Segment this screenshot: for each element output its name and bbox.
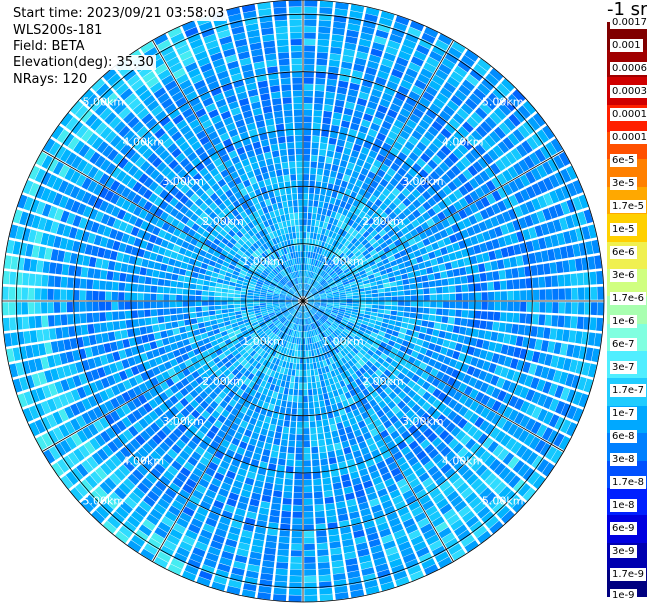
elevation-label: Elevation(deg): 35.30 <box>11 55 156 70</box>
azimuth-lines <box>2 0 604 602</box>
range-ring-label: 3.00km <box>402 415 444 428</box>
azimuth-line <box>302 40 454 302</box>
azimuth-line <box>302 300 454 562</box>
colorbar-tick-label: 1e-9 <box>610 589 637 602</box>
range-ring-label: 3.00km <box>402 175 444 188</box>
colorbar-tick-label: 0.00017 <box>610 108 647 121</box>
range-ring-label: 5.00km <box>482 495 524 508</box>
colorbar-tick-label: 0.0001 <box>610 131 647 144</box>
range-ring-label: 2.00km <box>362 215 404 228</box>
colorbar-tick-label: 1e-8 <box>610 499 637 512</box>
colorbar-tick-label: 6e-6 <box>610 246 637 259</box>
ppi-scan-plot: 1.00km 1.00km 1.00km 1.00km 2.00km 2.00km 2.00… <box>1 0 605 603</box>
range-ring-label: 1.00km <box>322 255 364 268</box>
colorbar-tick-label: 3e-7 <box>610 361 637 374</box>
instrument-label: WLS200s-181 <box>11 23 105 38</box>
colorbar-tick-label: 1.7e-9 <box>610 568 647 581</box>
range-ring-label: 3.00km <box>162 415 204 428</box>
colorbar-tick-label: 0.0017 <box>610 16 647 29</box>
nrays-label: NRays: 120 <box>11 72 90 87</box>
azimuth-line <box>42 300 304 452</box>
colorbar-tick-label: 3e-6 <box>610 269 637 282</box>
azimuth-line <box>302 300 564 452</box>
range-ring-label: 5.00km <box>482 95 524 108</box>
beta-sectors <box>2 0 604 602</box>
colorbar-tick-label: 1.7e-6 <box>610 292 647 305</box>
azimuth-line <box>152 40 304 302</box>
azimuth-line <box>302 150 564 302</box>
colorbar-tick-label: 1e-6 <box>610 315 637 328</box>
colorbar-tick-label: 1.7e-8 <box>610 476 647 489</box>
field-label: Field: BETA <box>11 39 87 54</box>
colorbar-tick-label: 3e-8 <box>610 453 637 466</box>
range-ring-labels: 1.00km 1.00km 1.00km 1.00km 2.00km 2.00km 2.00… <box>83 95 524 507</box>
colorbar-tick-label: 0.0006 <box>610 62 647 75</box>
colorbar-tick-label: 1e-7 <box>610 407 637 420</box>
range-ring-label: 1.00km <box>242 255 284 268</box>
colorbar-unit-label: -1 sr <box>607 0 647 20</box>
colorbar-tick-label: 0.0003 <box>610 85 647 98</box>
range-ring-label: 1.00km <box>322 335 364 348</box>
range-ring-label: 2.00km <box>362 375 404 388</box>
colorbar-tick-label: 1e-5 <box>610 223 637 236</box>
range-ring-label: 1.00km <box>242 335 284 348</box>
colorbar-tick-label: 6e-8 <box>610 430 637 443</box>
colorbar-tick-label: 3e-5 <box>610 177 637 190</box>
colorbar-tick-label: 6e-7 <box>610 338 637 351</box>
range-ring-label: 4.00km <box>123 135 165 148</box>
range-ring-label: 2.00km <box>202 375 244 388</box>
range-ring-label: 4.00km <box>442 135 484 148</box>
azimuth-line <box>42 150 304 302</box>
range-ring-label: 2.00km <box>202 215 244 228</box>
colorbar-tick-label: 1.7e-7 <box>610 384 647 397</box>
range-ring-label: 5.00km <box>83 495 125 508</box>
start-time-label: Start time: 2023/09/21 03:58:03 <box>11 6 227 21</box>
range-ring-label: 4.00km <box>442 455 484 468</box>
azimuth-line <box>152 300 304 562</box>
colorbar-tick-label: 6e-9 <box>610 522 637 535</box>
colorbar-tick-label: 0.001 <box>610 39 643 52</box>
colorbar-tick-label: 3e-9 <box>610 545 637 558</box>
range-ring-label: 3.00km <box>162 175 204 188</box>
range-ring-label: 5.00km <box>83 95 125 108</box>
range-ring-label: 4.00km <box>123 455 165 468</box>
colorbar-tick-label: 6e-5 <box>610 154 637 167</box>
colorbar-tick-label: 1.7e-5 <box>610 200 647 213</box>
